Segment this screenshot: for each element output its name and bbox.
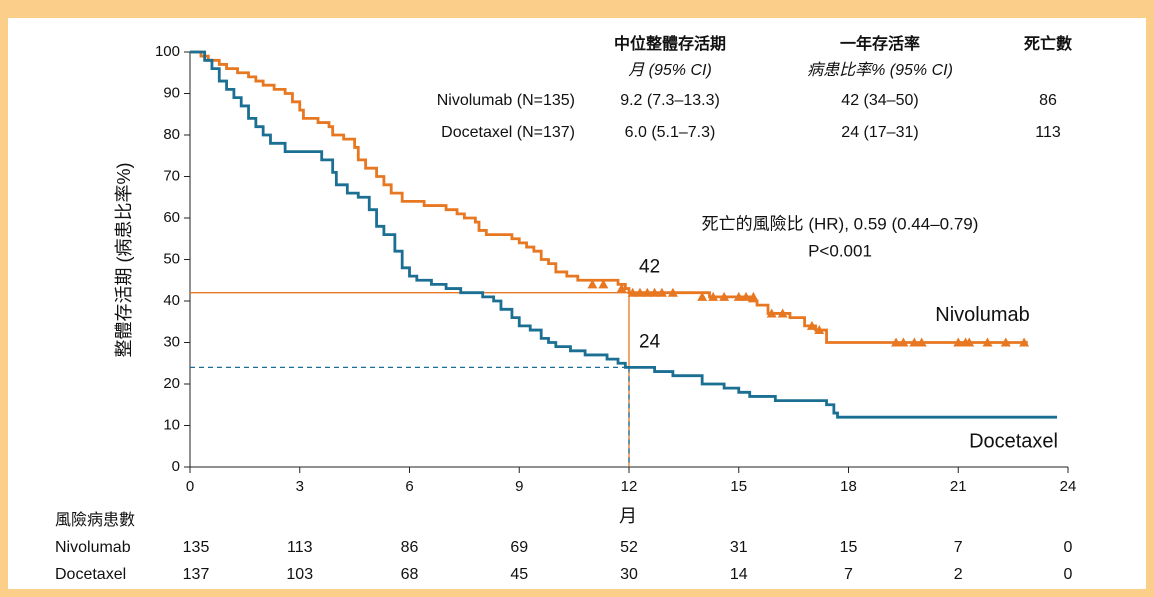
at-risk-count: 2: [954, 566, 963, 583]
y-tick-label: 50: [163, 250, 180, 267]
at-risk-count: 30: [620, 566, 638, 583]
table-cell: 86: [1039, 92, 1057, 109]
at-risk-count: 15: [840, 539, 858, 556]
y-tick-label: 100: [155, 43, 180, 60]
table-header: 死亡數: [1024, 34, 1072, 53]
x-tick-label: 12: [621, 478, 638, 495]
at-risk-count: 68: [401, 566, 419, 583]
table-cell: 24 (17–31): [841, 124, 918, 141]
at-risk-count: 31: [730, 539, 748, 556]
x-axis-label: 月: [619, 506, 637, 526]
survival-curve: [190, 50, 1058, 419]
censor-mark: [982, 337, 993, 347]
table-subheader: 月 (95% CI): [628, 62, 712, 79]
y-tick-label: 80: [163, 126, 180, 143]
censor-mark: [964, 337, 975, 347]
y-axis-label: 整體存活期 (病患比率%): [114, 163, 134, 358]
table-header: 中位整體存活期: [614, 34, 726, 53]
censor-mark: [708, 291, 719, 301]
x-tick-label: 21: [950, 478, 967, 495]
x-tick-label: 9: [515, 478, 523, 495]
at-risk-name: Nivolumab: [55, 539, 131, 556]
censor-mark: [616, 283, 627, 293]
y-tick-label: 40: [163, 292, 180, 309]
table-cell: Nivolumab (N=135): [437, 92, 575, 109]
reference-label: 42: [639, 257, 660, 278]
at-risk-count: 137: [183, 566, 210, 583]
table-cell: 6.0 (5.1–7.3): [625, 124, 716, 141]
censor-mark: [891, 337, 902, 347]
censor-mark: [719, 291, 730, 301]
reference-label: 24: [639, 331, 661, 352]
y-tick-label: 70: [163, 167, 180, 184]
table-cell: 9.2 (7.3–13.3): [620, 92, 720, 109]
censor-mark: [909, 337, 920, 347]
censor-mark: [766, 308, 777, 318]
censor-mark: [598, 279, 609, 289]
censor-mark: [916, 337, 927, 347]
censor-mark: [1000, 337, 1011, 347]
censor-mark: [587, 279, 598, 289]
survival-curve: [190, 50, 1028, 344]
series-label: Nivolumab: [935, 304, 1029, 326]
y-tick-label: 60: [163, 209, 180, 226]
at-risk-count: 103: [286, 566, 313, 583]
x-tick-label: 0: [186, 478, 194, 495]
censor-mark: [733, 291, 744, 301]
x-tick-label: 24: [1060, 478, 1077, 495]
censor-mark: [634, 287, 645, 297]
censor-mark: [627, 287, 638, 297]
table-cell: 113: [1035, 124, 1061, 141]
at-risk-count: 45: [510, 566, 528, 583]
at-risk-count: 69: [510, 539, 528, 556]
censor-mark: [667, 287, 678, 297]
at-risk-count: 113: [287, 539, 313, 556]
at-risk-count: 7: [844, 566, 853, 583]
at-risk-count: 0: [1064, 539, 1073, 556]
censor-mark: [898, 337, 909, 347]
censor-mark: [748, 291, 759, 301]
censor-mark: [697, 291, 708, 301]
censor-mark: [806, 320, 817, 330]
y-tick-label: 90: [163, 84, 180, 101]
censor-mark: [777, 308, 788, 318]
table-subheader: 病患比率% (95% CI): [807, 61, 953, 79]
x-tick-label: 15: [730, 478, 747, 495]
censor-mark: [649, 287, 660, 297]
at-risk-count: 86: [401, 539, 419, 556]
censor-mark: [814, 325, 825, 335]
censor-mark: [741, 291, 752, 301]
p-text: P<0.001: [808, 241, 872, 260]
at-risk-count: 52: [620, 539, 638, 556]
at-risk-count: 0: [1064, 566, 1073, 583]
y-tick-label: 0: [172, 458, 180, 475]
censor-mark: [642, 287, 653, 297]
x-tick-label: 18: [840, 478, 857, 495]
series-label: Docetaxel: [969, 430, 1058, 452]
x-tick-label: 6: [405, 478, 413, 495]
at-risk-title: 風險病患數: [55, 511, 135, 529]
at-risk-count: 7: [954, 539, 963, 556]
x-tick-label: 3: [296, 478, 304, 495]
y-tick-label: 10: [163, 416, 180, 433]
table-cell: 42 (34–50): [841, 92, 918, 109]
y-tick-label: 20: [163, 375, 180, 392]
at-risk-count: 135: [183, 539, 210, 556]
censor-mark: [656, 287, 667, 297]
y-tick-label: 30: [163, 333, 180, 350]
at-risk-count: 14: [730, 566, 748, 583]
censor-mark: [953, 337, 964, 347]
hr-text: 死亡的風險比 (HR), 0.59 (0.44–0.79): [702, 214, 979, 233]
table-header: 一年存活率: [840, 34, 920, 53]
censor-mark: [1019, 337, 1030, 347]
at-risk-name: Docetaxel: [55, 566, 126, 583]
table-cell: Docetaxel (N=137): [441, 124, 575, 141]
